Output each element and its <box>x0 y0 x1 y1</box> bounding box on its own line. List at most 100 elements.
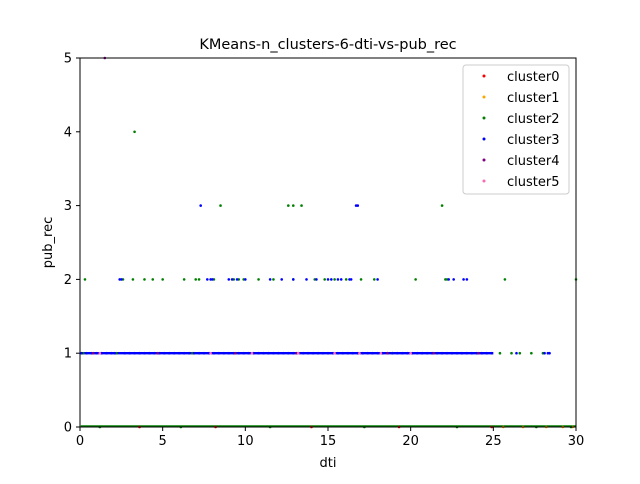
x-tick-label: 10 <box>237 434 254 449</box>
legend-marker <box>482 74 486 78</box>
cluster5-point <box>358 351 361 355</box>
cluster2-point <box>414 278 417 281</box>
cluster3-point <box>262 351 265 355</box>
cluster5-point <box>409 351 412 355</box>
cluster3-point <box>268 278 272 281</box>
cluster4-point <box>156 351 160 355</box>
cluster5-point <box>296 351 300 355</box>
cluster3-point <box>356 204 360 207</box>
cluster3-point <box>366 351 369 355</box>
cluster3-point <box>450 351 454 355</box>
cluster3-point <box>470 351 474 355</box>
cluster3-point <box>110 351 113 355</box>
cluster2-point <box>133 130 136 134</box>
x-tick-label: 30 <box>568 434 585 449</box>
cluster3-point <box>376 351 379 355</box>
cluster3-point <box>305 278 308 281</box>
cluster3-point <box>242 351 245 355</box>
cluster3-point <box>447 278 450 281</box>
cluster3-point <box>361 351 365 355</box>
cluster2-point <box>344 278 348 281</box>
cluster3-point <box>452 278 455 281</box>
cluster3-point <box>244 278 247 281</box>
cluster5-point <box>379 351 383 355</box>
cluster2-point <box>440 204 444 207</box>
cluster4-point <box>477 351 480 355</box>
cluster2-point <box>530 351 533 355</box>
cluster3-point <box>148 351 151 355</box>
chart-title: KMeans-n_clusters-6-dti-vs-pub_rec <box>199 37 456 53</box>
legend-label: cluster0 <box>507 70 559 85</box>
cluster4-point <box>234 351 237 355</box>
legend-marker <box>482 158 486 162</box>
cluster3-point <box>187 351 191 355</box>
cluster2-point <box>359 278 363 281</box>
cluster3-point <box>202 351 206 355</box>
y-tick-label: 4 <box>64 125 72 140</box>
x-tick-label: 25 <box>485 434 502 449</box>
cluster3-point <box>210 278 214 281</box>
cluster3-point <box>227 351 231 355</box>
cluster3-point <box>336 351 340 355</box>
legend-marker <box>482 179 486 183</box>
cluster2-point <box>503 278 507 281</box>
cluster2-point <box>300 204 303 207</box>
legend-marker <box>482 95 486 99</box>
cluster3-point <box>172 351 176 355</box>
cluster3-point <box>105 351 108 355</box>
cluster3-point <box>177 351 181 355</box>
cluster3-point <box>321 351 325 355</box>
cluster3-point <box>406 351 409 355</box>
x-axis-label: dti <box>320 456 337 471</box>
cluster3-point <box>326 278 330 281</box>
legend-label: cluster4 <box>507 154 559 169</box>
cluster3-point <box>440 351 444 355</box>
legend: cluster0 cluster1 cluster2 cluster3 cluster4… <box>462 64 570 195</box>
cluster3-point <box>480 351 484 355</box>
cluster3-point <box>301 351 305 355</box>
cluster3-point <box>330 278 333 281</box>
cluster3-point <box>485 351 489 355</box>
cluster3-point <box>336 278 340 281</box>
cluster3-point <box>113 351 117 355</box>
cluster3-point <box>465 351 469 355</box>
y-axis-ticks: 0 1 2 3 4 5 <box>64 52 80 436</box>
cluster3-point <box>462 278 465 281</box>
y-tick-label: 2 <box>64 273 72 288</box>
cluster3-point <box>280 278 284 281</box>
cluster3-point <box>306 351 310 355</box>
cluster3-point <box>133 351 136 355</box>
cluster3-point <box>396 351 399 355</box>
cluster2-point <box>182 278 186 281</box>
cluster3-point <box>182 351 186 355</box>
cluster3-point <box>80 351 83 355</box>
cluster3-point <box>415 351 419 355</box>
cluster2-point <box>498 351 502 355</box>
y-tick-label: 5 <box>64 52 72 67</box>
cluster3-point <box>455 351 459 355</box>
cluster2-point <box>197 278 201 281</box>
cluster3-point <box>95 351 98 355</box>
cluster2-point <box>194 278 198 281</box>
cluster3-point <box>460 351 464 355</box>
points-layer <box>80 56 578 429</box>
cluster3-point <box>445 351 449 355</box>
cluster3-point <box>543 351 546 355</box>
legend-label: cluster2 <box>507 112 559 127</box>
cluster3-point <box>548 351 551 355</box>
cluster3-point <box>515 351 518 355</box>
cluster3-point <box>341 351 345 355</box>
cluster2-point <box>83 278 87 281</box>
cluster3-point <box>339 278 343 281</box>
cluster3-point <box>465 278 469 281</box>
cluster3-point <box>192 351 196 355</box>
cluster3-point <box>420 351 424 355</box>
cluster2-point <box>161 278 164 281</box>
cluster3-point <box>376 278 379 281</box>
cluster3-point <box>222 351 226 355</box>
cluster5-point <box>333 351 336 355</box>
cluster3-point <box>120 278 123 281</box>
cluster3-point <box>128 351 131 355</box>
